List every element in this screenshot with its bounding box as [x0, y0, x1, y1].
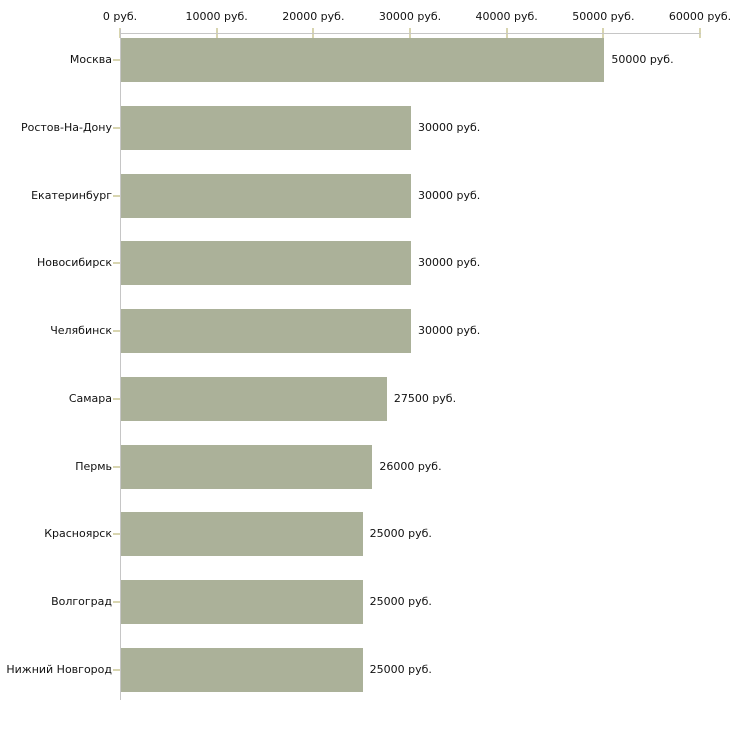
bar — [121, 512, 363, 557]
y-tick-mark — [113, 601, 120, 603]
category-label: Новосибирск — [36, 256, 112, 270]
x-tick-label: 10000 руб. — [185, 10, 248, 23]
y-tick-mark — [113, 533, 120, 536]
x-tick-label: 40000 руб. — [475, 10, 538, 23]
category-label: Москва — [69, 53, 112, 66]
y-tick-mark — [113, 59, 120, 61]
y-tick-mark — [113, 194, 120, 197]
bar — [121, 647, 363, 692]
x-tick-label: 60000 руб. — [668, 10, 730, 23]
category-label: Красноярск — [44, 527, 112, 541]
y-tick-mark — [113, 465, 120, 468]
bar — [121, 173, 411, 218]
bar — [121, 241, 411, 286]
category-label: Нижний Новгород — [6, 662, 112, 676]
y-axis-line — [120, 29, 121, 700]
x-tick-label: 50000 руб. — [572, 10, 635, 23]
y-tick-mark — [113, 668, 120, 671]
value-label: 25000 руб. — [369, 595, 432, 608]
category-label: Пермь — [75, 459, 112, 473]
bar — [121, 580, 363, 624]
category-label: Самара — [68, 391, 112, 405]
bar — [121, 444, 373, 489]
value-label: 50000 руб. — [611, 53, 674, 66]
category-label: Екатеринбург — [31, 188, 112, 202]
category-label: Челябинск — [50, 324, 112, 337]
value-label: 25000 руб. — [369, 662, 432, 676]
category-label: Ростов-На-Дону — [20, 120, 112, 134]
x-tick-label: 20000 руб. — [282, 10, 345, 23]
y-tick-mark — [113, 330, 120, 332]
bar — [121, 376, 387, 421]
bar — [121, 309, 411, 353]
value-label: 30000 руб. — [418, 120, 481, 134]
bar — [121, 105, 411, 150]
y-tick-mark — [113, 262, 120, 265]
value-label: 26000 руб. — [379, 459, 442, 473]
value-label: 30000 руб. — [418, 256, 481, 270]
bar — [121, 38, 605, 82]
y-tick-mark — [113, 397, 120, 400]
x-axis-line — [120, 33, 701, 34]
value-label: 25000 руб. — [369, 527, 432, 541]
y-tick-mark — [113, 126, 120, 129]
value-label: 30000 руб. — [418, 324, 481, 337]
value-label: 30000 руб. — [418, 188, 481, 202]
x-tick-label: 30000 руб. — [378, 10, 442, 23]
x-tick-label: 0 руб. — [102, 10, 138, 23]
value-label: 27500 руб. — [393, 391, 457, 405]
category-label: Волгоград — [51, 595, 112, 608]
